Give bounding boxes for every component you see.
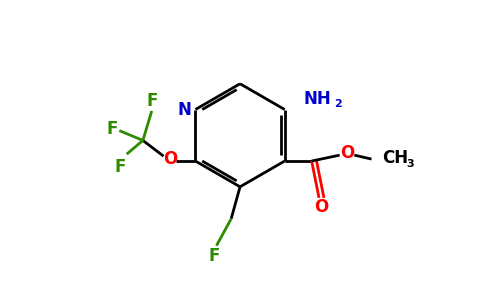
Text: F: F [208, 247, 220, 265]
Text: F: F [114, 158, 125, 176]
Text: O: O [340, 144, 354, 162]
Text: F: F [107, 120, 118, 138]
Text: 2: 2 [334, 99, 342, 109]
Text: NH: NH [303, 90, 331, 108]
Text: O: O [163, 150, 177, 168]
Text: CH: CH [382, 149, 408, 167]
Text: O: O [314, 198, 329, 216]
Text: N: N [178, 100, 192, 118]
Text: 3: 3 [406, 159, 413, 169]
Text: F: F [146, 92, 157, 110]
